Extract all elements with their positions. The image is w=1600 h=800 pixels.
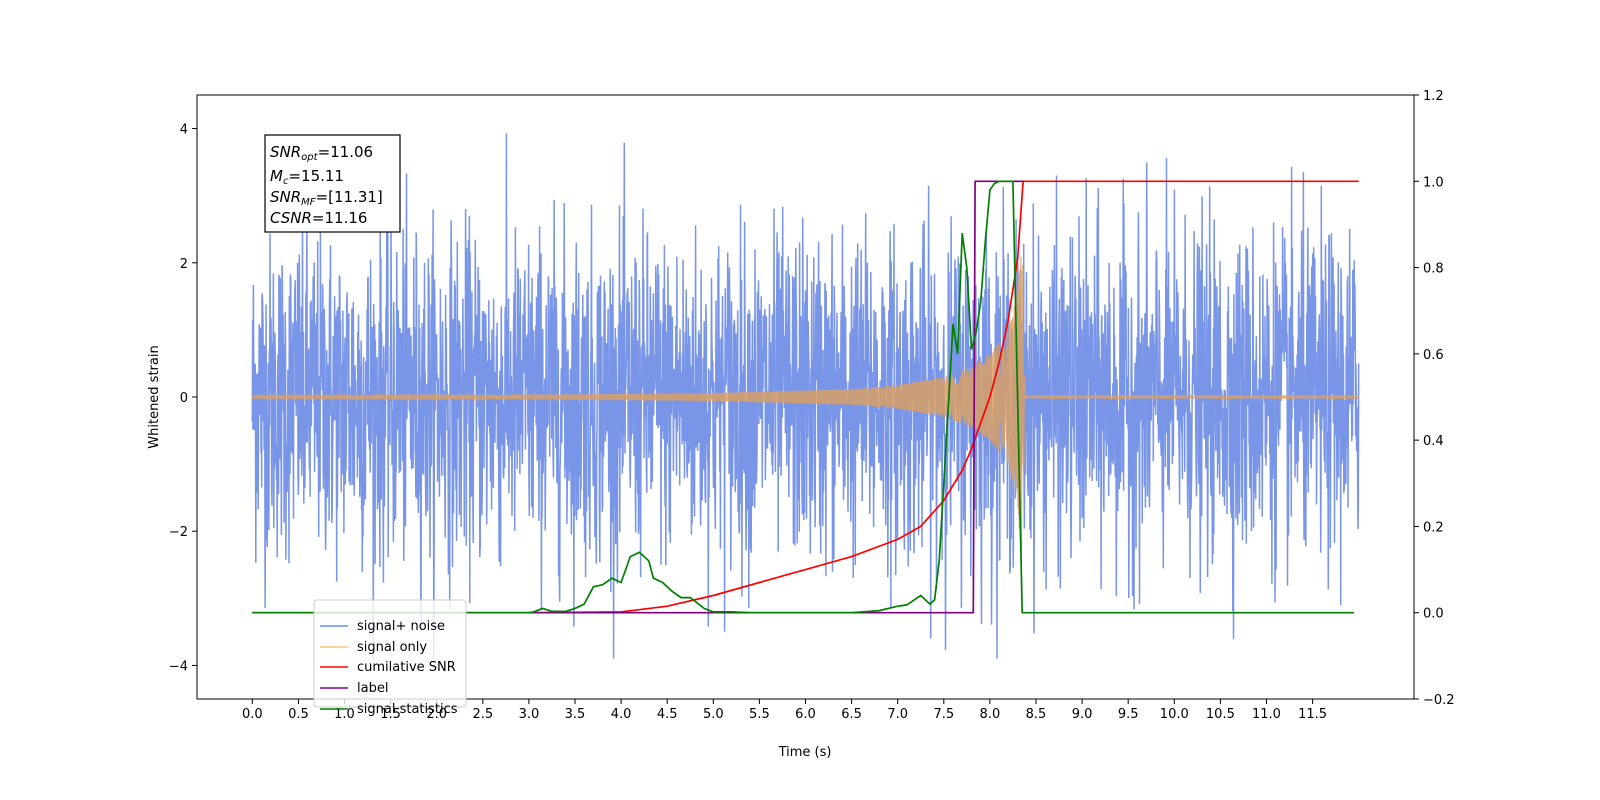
x-tick-label: 4.0	[611, 707, 632, 722]
y-tick-label-right: −0.2	[1423, 693, 1455, 708]
series-signal-only	[251, 256, 1360, 555]
series-cumulative-snr	[528, 180, 1359, 614]
x-tick-label: 0.0	[242, 707, 263, 722]
x-tick-label: 2.5	[472, 707, 493, 722]
series-signal-noise	[251, 133, 1360, 659]
y-tick-label-left: −2	[169, 525, 188, 540]
x-tick-label: 3.5	[565, 707, 586, 722]
x-tick-label: 10.5	[1206, 707, 1235, 722]
x-tick-label: 2.0	[426, 707, 447, 722]
y-tick-label-left: 2	[180, 257, 188, 272]
y-tick-label-left: 0	[180, 391, 188, 406]
x-tick-label: 8.0	[980, 707, 1001, 722]
y-tick-label-right: 1.2	[1423, 89, 1444, 104]
legend-item-signal-noise: signal+ noise	[320, 619, 445, 634]
x-tick-label: 11.5	[1298, 707, 1327, 722]
stat-snr-mf: SNRMF=[11.31]	[270, 188, 383, 208]
x-tick-label: 6.0	[795, 707, 816, 722]
svg-text:signal only: signal only	[357, 640, 427, 655]
y-tick-label-right: 0.6	[1423, 348, 1444, 363]
x-tick-label: 7.5	[933, 707, 954, 722]
svg-text:cumilative SNR: cumilative SNR	[357, 660, 456, 675]
stat-mc: Mc=15.11	[270, 167, 344, 187]
y-axis-right: 1.2 1.0 0.8 0.6 0.4 0.2 0.0 −0.2	[1414, 89, 1455, 708]
y-tick-label-left: 4	[180, 123, 188, 138]
x-tick-label: 1.0	[334, 707, 355, 722]
stats-box: SNRopt=11.06 Mc=15.11 SNRMF=[11.31] CSNR…	[264, 134, 401, 233]
x-axis-label: Time (s)	[778, 745, 832, 760]
x-tick-label: 5.0	[703, 707, 724, 722]
y-tick-label-right: 0.0	[1423, 607, 1444, 622]
x-tick-label: 7.0	[887, 707, 908, 722]
stat-snr-opt: SNRopt=11.06	[270, 143, 373, 163]
x-tick-label: 0.5	[288, 707, 309, 722]
x-tick-label: 5.5	[749, 707, 770, 722]
x-tick-label: 8.5	[1026, 707, 1047, 722]
y-tick-label-right: 0.2	[1423, 520, 1444, 535]
x-tick-label: 11.0	[1252, 707, 1281, 722]
series-signal-statistics	[252, 180, 1355, 614]
stat-csnr: CSNR=11.16	[270, 209, 367, 227]
y-tick-label-right: 1.0	[1423, 175, 1444, 190]
x-tick-label: 9.5	[1118, 707, 1139, 722]
x-tick-label: 6.5	[841, 707, 862, 722]
x-tick-label: 4.5	[657, 707, 678, 722]
legend-item-signal-statistics: signal statistics	[320, 702, 458, 717]
svg-text:signal+ noise: signal+ noise	[357, 619, 445, 634]
y-tick-label-right: 0.4	[1423, 434, 1444, 449]
y-axis-left: 4 2 0 −2 −4	[169, 123, 197, 674]
svg-text:label: label	[357, 681, 388, 696]
legend-item-label: label	[320, 681, 388, 696]
x-tick-label: 9.0	[1072, 707, 1093, 722]
x-tick-label: 10.0	[1160, 707, 1189, 722]
y-tick-label-left: −4	[169, 659, 188, 674]
x-tick-label: 3.0	[519, 707, 540, 722]
y-tick-label-right: 0.8	[1423, 262, 1444, 277]
x-axis: 0.0 0.5 1.0 1.5 2.0 2.5 3.0 3.5 4.0 4.5 5.0 5.5 6.0 6…	[242, 699, 1327, 722]
legend-item-signal-only: signal only	[320, 640, 427, 655]
legend-item-cumulative-snr: cumilative SNR	[320, 660, 456, 675]
svg-text:signal statistics: signal statistics	[357, 702, 458, 717]
plot-area	[251, 133, 1360, 659]
y-axis-label-left: Whitened strain	[147, 345, 162, 448]
x-tick-label: 1.5	[380, 707, 401, 722]
legend: signal+ noise signal only cumilative SNR…	[313, 599, 467, 717]
